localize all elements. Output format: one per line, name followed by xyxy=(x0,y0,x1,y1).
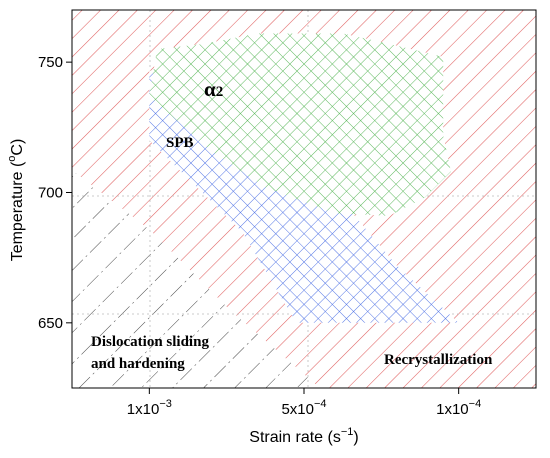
spb-label: SPB xyxy=(166,135,194,151)
x-axis-ticks: 1x10−3 5x10−4 1x10−4 xyxy=(127,388,481,418)
alpha2-label-subscript: 2 xyxy=(216,84,224,100)
y-axis-title-superscript: o xyxy=(6,156,18,162)
x-tick-label: 1x10−4 xyxy=(436,398,481,418)
alpha2-region xyxy=(149,33,451,216)
y-axis-ticks: 650 700 750 xyxy=(38,54,72,332)
x-axis-title-superscript: −1 xyxy=(341,426,354,438)
alpha2-label: α2 xyxy=(204,77,223,101)
y-tick-label: 650 xyxy=(38,315,63,332)
dislocation-sliding-region xyxy=(72,170,320,388)
recrystallization-label: Recrystallization xyxy=(384,352,493,368)
dislocation-label-line-2: and hardening xyxy=(91,356,185,372)
x-axis-title: Strain rate (s−1) xyxy=(249,426,358,446)
x-tick-label: 1x10−3 xyxy=(127,398,172,418)
y-axis-title: Temperature (oC) xyxy=(6,139,26,262)
dislocation-label-line-1: Dislocation sliding xyxy=(91,334,209,350)
y-tick-label: 750 xyxy=(38,54,63,71)
x-tick-label: 5x10−4 xyxy=(281,398,326,418)
y-tick-label: 700 xyxy=(38,184,63,201)
